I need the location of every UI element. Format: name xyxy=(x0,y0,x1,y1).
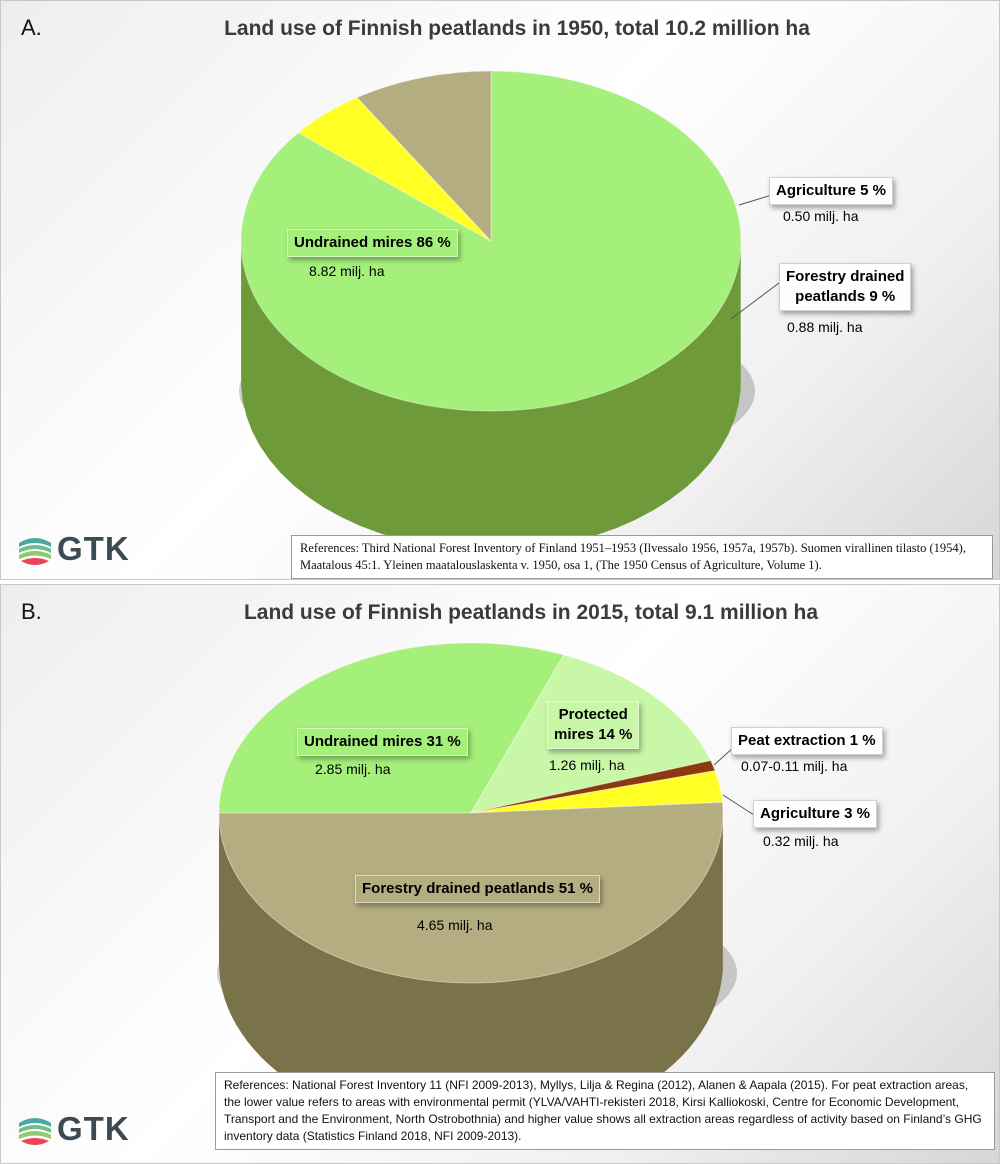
label-pointer xyxy=(713,746,735,766)
slice-label-forestry: Forestry drained peatlands 9 % xyxy=(779,263,912,311)
slice-label-agriculture: Agriculture 5 % xyxy=(769,177,894,205)
references-box: References: Third National Forest Invent… xyxy=(291,535,993,579)
slice-area-peat: 0.07-0.11 milj. ha xyxy=(741,758,848,774)
slice-label-protected: Protected mires 14 % xyxy=(547,701,640,749)
label-pointer xyxy=(730,282,780,320)
gtk-logo: GTK xyxy=(17,1109,157,1149)
panel-letter: A. xyxy=(21,15,42,40)
pie-slice-side xyxy=(219,813,723,1133)
slice-label-peat: Peat extraction 1 % xyxy=(731,727,883,755)
slice-area-agriculture: 0.50 milj. ha xyxy=(783,208,859,224)
pie-slice-side xyxy=(241,246,741,551)
slice-area-undrained: 8.82 milj. ha xyxy=(309,263,385,279)
slice-label-agriculture: Agriculture 3 % xyxy=(753,800,878,828)
slice-label-line: Protected xyxy=(558,706,628,723)
gtk-logo-icon xyxy=(19,538,51,565)
pie-slice xyxy=(469,654,712,814)
slice-label-line: peatlands 9 % xyxy=(795,288,896,305)
pie-chart-a xyxy=(239,70,780,551)
pie-slice xyxy=(240,70,742,412)
panel-letter: B. xyxy=(21,599,42,624)
pie-slice xyxy=(297,96,492,242)
chart-panel-b: B. Land use of Finnish peatlands in 2015… xyxy=(0,584,1000,1164)
gtk-logo: GTK xyxy=(17,529,157,569)
slice-label-undrained: Undrained mires 86 % xyxy=(287,229,458,257)
logo-text: GTK xyxy=(57,1110,130,1147)
logo-text: GTK xyxy=(57,530,130,567)
slice-label-forestry: Forestry drained peatlands 51 % xyxy=(355,875,600,903)
pie-slice xyxy=(470,770,724,814)
chart-panel-a: A. Land use of Finnish peatlands in 1950… xyxy=(0,0,1000,580)
gtk-logo-icon xyxy=(19,1118,51,1145)
chart-title: Land use of Finnish peatlands in 2015, t… xyxy=(243,601,819,624)
slice-area-agriculture: 0.32 milj. ha xyxy=(763,833,839,849)
pie-slice xyxy=(470,759,716,814)
references-box: References: National Forest Inventory 11… xyxy=(215,1072,995,1150)
slice-label-undrained: Undrained mires 31 % xyxy=(297,728,468,756)
pie-slice xyxy=(356,70,492,243)
slice-area-undrained: 2.85 milj. ha xyxy=(315,761,391,777)
pie-chart-b xyxy=(217,642,758,1133)
slice-area-forestry: 0.88 milj. ha xyxy=(787,319,863,335)
slice-label-line: mires 14 % xyxy=(554,726,633,743)
pie-slice xyxy=(218,801,724,984)
label-pointer xyxy=(722,794,758,818)
pie-slice xyxy=(218,642,565,814)
slice-area-protected: 1.26 milj. ha xyxy=(549,757,625,773)
slice-label-line: Forestry drained xyxy=(786,268,905,285)
chart-title: Land use of Finnish peatlands in 1950, t… xyxy=(224,17,810,40)
slice-area-forestry: 4.65 milj. ha xyxy=(417,917,493,933)
